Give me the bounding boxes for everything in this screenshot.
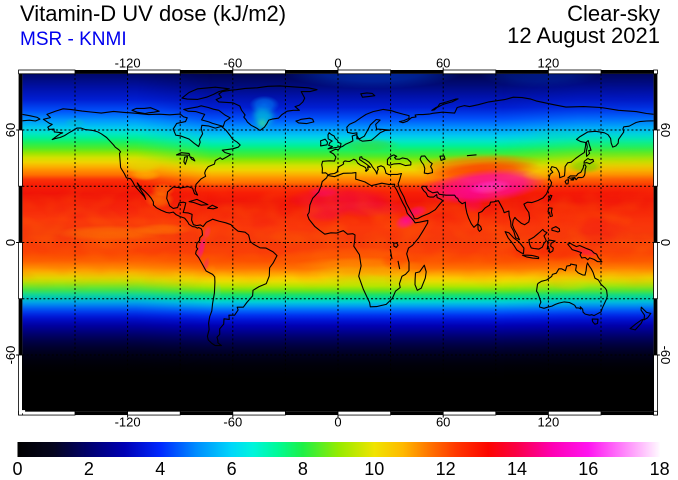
svg-text:14: 14 bbox=[507, 459, 527, 479]
svg-text:60: 60 bbox=[436, 415, 450, 430]
svg-text:18: 18 bbox=[650, 459, 670, 479]
svg-text:2: 2 bbox=[84, 459, 94, 479]
svg-text:-60: -60 bbox=[658, 346, 673, 365]
svg-text:0: 0 bbox=[334, 415, 341, 430]
svg-text:120: 120 bbox=[538, 415, 560, 430]
svg-text:0: 0 bbox=[12, 459, 22, 479]
svg-text:8: 8 bbox=[298, 459, 308, 479]
svg-text:4: 4 bbox=[155, 459, 165, 479]
svg-text:16: 16 bbox=[578, 459, 598, 479]
svg-text:6: 6 bbox=[227, 459, 237, 479]
svg-text:0: 0 bbox=[658, 239, 673, 246]
svg-text:-60: -60 bbox=[3, 346, 18, 365]
svg-text:0: 0 bbox=[334, 55, 341, 70]
svg-text:-120: -120 bbox=[115, 415, 141, 430]
svg-text:60: 60 bbox=[658, 123, 673, 137]
svg-text:60: 60 bbox=[436, 55, 450, 70]
svg-text:0: 0 bbox=[3, 239, 18, 246]
svg-text:10: 10 bbox=[364, 459, 384, 479]
svg-text:-60: -60 bbox=[223, 415, 242, 430]
svg-text:-120: -120 bbox=[115, 55, 141, 70]
svg-text:-60: -60 bbox=[223, 55, 242, 70]
svg-text:12: 12 bbox=[436, 459, 456, 479]
svg-text:60: 60 bbox=[3, 123, 18, 137]
svg-text:120: 120 bbox=[538, 55, 560, 70]
